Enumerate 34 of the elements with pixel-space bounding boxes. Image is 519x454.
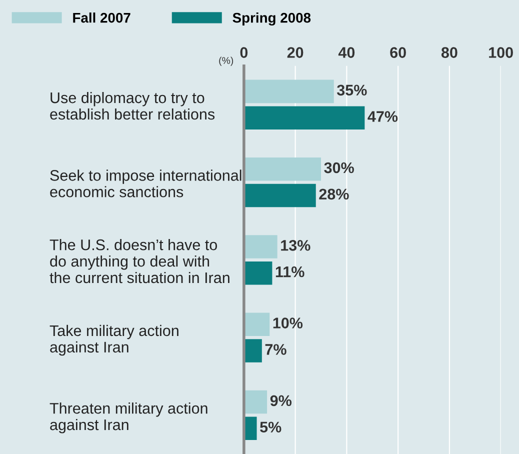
x-tick-label: 80 [441,47,458,58]
data-label: 30% [324,162,354,174]
y-tick-label: The U.S. doesn’t have to do anything to deal with the current situation in Iran [50,239,230,284]
data-label: 9% [270,395,292,406]
data-label: 10% [273,318,303,328]
bar [244,80,334,104]
bar [244,312,270,336]
bar [244,184,316,208]
bar [244,106,365,130]
bar [244,157,321,181]
y-tick-label: Seek to impose international economic sanctions [50,170,242,198]
x-tick-label: 0 [240,47,248,58]
y-tick-label: Take military action against Iran [50,324,178,356]
y-tick-label: Use diplomacy to try to establish better relations [50,92,215,120]
y-tick-label: Threaten military action against Iran [50,402,208,434]
bar [244,416,257,440]
data-label: 5% [260,422,282,432]
data-label: 47% [368,111,398,122]
data-label: 11% [276,266,304,278]
bar [244,339,262,362]
x-tick-label: 100 [489,47,513,58]
x-tick-label: 60 [390,47,406,58]
data-label: 7% [265,344,286,355]
data-label: 35% [336,84,367,96]
x-axis-title: (%) [219,56,234,66]
legend-label: Spring 2008 [232,12,311,26]
bar [244,261,272,285]
x-tick-label: 20 [287,47,304,58]
data-label: 13% [281,240,310,251]
legend-label: Fall 2007 [73,12,130,23]
data-label: 28% [319,188,349,200]
x-tick-label: 40 [338,47,355,58]
bar [244,235,278,258]
bar [244,390,268,414]
